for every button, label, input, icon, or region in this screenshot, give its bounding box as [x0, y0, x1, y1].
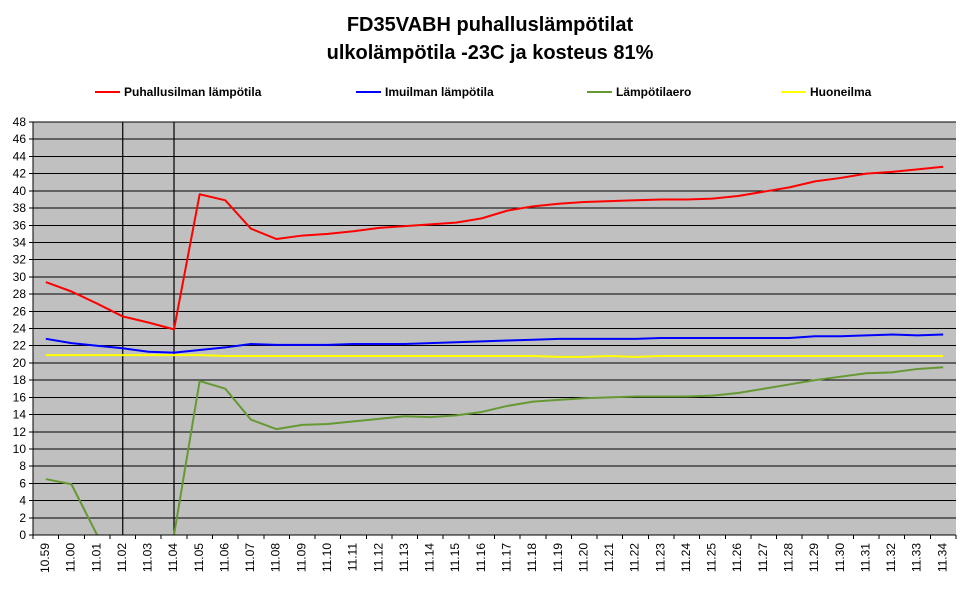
- x-tick-label: 11.24: [679, 543, 693, 572]
- x-tick-label: 11.20: [576, 543, 590, 572]
- y-tick-label: 38: [13, 201, 27, 215]
- x-tick-label: 11.21: [602, 543, 616, 572]
- y-axis-ticks: 0246810121416182022242628303234363840424…: [13, 115, 33, 542]
- y-tick-label: 14: [13, 408, 27, 422]
- x-tick-label: 11.26: [730, 543, 744, 572]
- y-tick-label: 24: [13, 322, 27, 336]
- x-tick-label: 11.15: [448, 543, 462, 572]
- x-tick-label: 11.27: [756, 543, 770, 572]
- legend-label-4: Huoneilma: [810, 85, 872, 99]
- y-tick-label: 18: [13, 373, 27, 387]
- x-tick-label: 11.12: [371, 543, 385, 572]
- x-tick-label: 11.25: [705, 543, 719, 572]
- y-tick-label: 26: [13, 304, 27, 318]
- x-tick-label: 11.11: [346, 543, 360, 572]
- x-tick-label: 11.23: [653, 543, 667, 572]
- x-tick-label: 11.30: [833, 543, 847, 572]
- chart-title-line-2: ulkolämpötila -23C ja kosteus 81%: [327, 42, 654, 64]
- x-tick-label: 11.28: [782, 543, 796, 572]
- y-tick-label: 4: [19, 494, 26, 508]
- x-tick-label: 11.18: [525, 543, 539, 572]
- x-tick-label: 11.13: [397, 543, 411, 572]
- y-tick-label: 32: [13, 253, 27, 267]
- y-tick-label: 6: [19, 476, 26, 490]
- x-tick-label: 10.59: [38, 543, 52, 573]
- y-tick-label: 8: [19, 459, 26, 473]
- x-tick-label: 11.00: [64, 543, 78, 572]
- y-tick-label: 44: [13, 149, 27, 163]
- legend-label-2: Imuilman lämpötila: [385, 85, 494, 99]
- legend: Puhallusilman lämpötila Imuilman lämpötil…: [95, 85, 872, 99]
- y-tick-label: 30: [13, 270, 27, 284]
- y-tick-label: 16: [13, 390, 27, 404]
- series-line-4: [45, 354, 944, 358]
- y-tick-label: 28: [13, 287, 27, 301]
- x-tick-label: 11.01: [89, 543, 103, 572]
- x-tick-label: 11.14: [423, 543, 437, 572]
- x-tick-label: 11.08: [269, 543, 283, 572]
- y-tick-label: 0: [19, 528, 26, 542]
- y-tick-label: 46: [13, 132, 27, 146]
- y-tick-label: 22: [13, 339, 27, 353]
- x-tick-label: 11.34: [935, 543, 949, 572]
- y-tick-label: 10: [13, 442, 27, 456]
- x-tick-label: 11.17: [499, 543, 513, 572]
- x-tick-label: 11.29: [807, 543, 821, 572]
- x-tick-label: 11.06: [217, 543, 231, 572]
- x-tick-label: 11.31: [858, 543, 872, 572]
- x-tick-label: 11.03: [141, 543, 155, 572]
- series-lines: [45, 165, 944, 535]
- series-line-1: [45, 165, 944, 331]
- legend-label-1: Puhallusilman lämpötila: [124, 85, 262, 99]
- x-tick-label: 11.19: [551, 543, 565, 572]
- y-tick-label: 48: [13, 115, 27, 129]
- legend-label-3: Lämpötilaero: [616, 85, 691, 99]
- x-axis-ticks: 10.59 11.00 11.01 11.02 11.03 11.04 11.05 11.06…: [32, 535, 957, 573]
- x-tick-label: 11.04: [166, 543, 180, 572]
- y-tick-label: 2: [19, 511, 26, 525]
- y-tick-label: 40: [13, 184, 27, 198]
- y-tick-label: 34: [13, 235, 27, 249]
- x-tick-label: 11.09: [294, 543, 308, 572]
- x-tick-label: 11.16: [474, 543, 488, 572]
- x-tick-label: 11.07: [243, 543, 257, 572]
- x-tick-label: 11.22: [628, 543, 642, 572]
- x-tick-label: 11.02: [115, 543, 129, 572]
- series-line-3: [45, 366, 944, 535]
- x-tick-label: 11.05: [192, 543, 206, 572]
- y-tick-label: 36: [13, 218, 27, 232]
- y-tick-label: 12: [13, 425, 27, 439]
- x-tick-label: 11.10: [320, 543, 334, 572]
- chart-title-line-1: FD35VABH puhalluslämpötilat: [347, 14, 634, 36]
- y-tick-label: 20: [13, 356, 27, 370]
- x-tick-label: 11.33: [910, 543, 924, 572]
- gridlines: [33, 121, 956, 519]
- series-line-2: [45, 333, 944, 354]
- x-tick-label: 11.32: [884, 543, 898, 572]
- y-tick-label: 42: [13, 167, 27, 181]
